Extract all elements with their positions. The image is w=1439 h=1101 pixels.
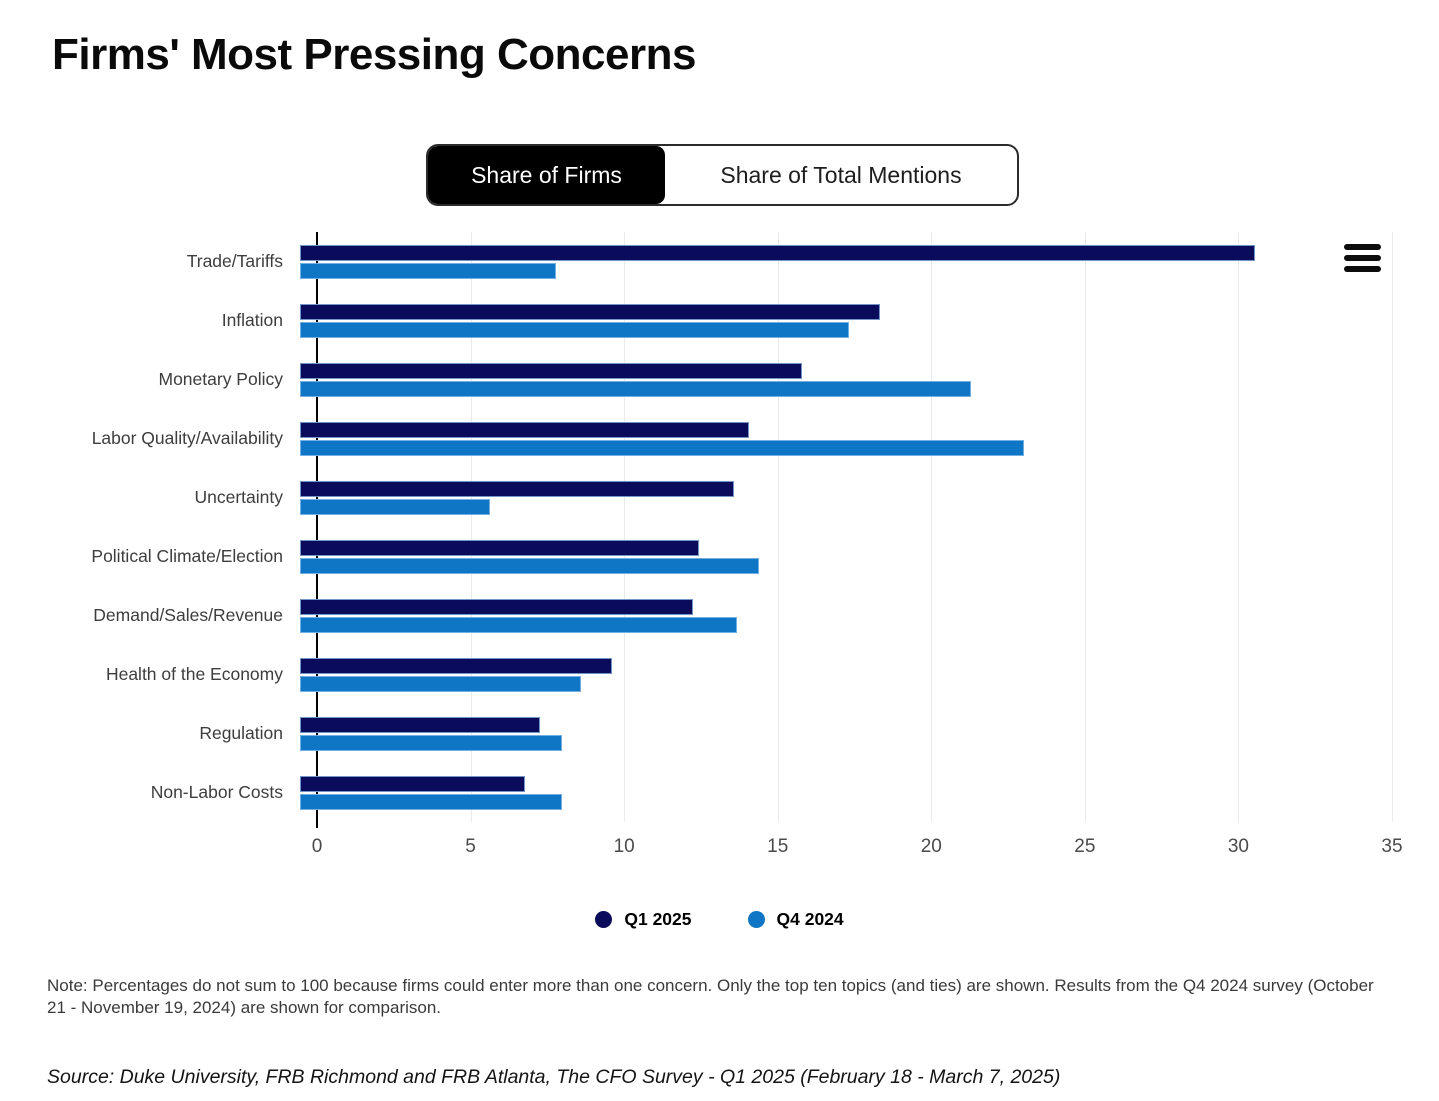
bar-q4-2024-monetary-policy: [300, 380, 971, 397]
chart-row-inflation: Inflation: [0, 291, 1439, 350]
bar-track: [300, 539, 1392, 574]
bar-q1-2025-political-climate-election: [300, 539, 700, 556]
grid-line-15: [777, 232, 779, 822]
chart-row-trade-tariffs: Trade/Tariffs: [0, 232, 1439, 291]
x-tick-label-20: 20: [920, 836, 942, 857]
bar-track: [300, 598, 1392, 633]
bar-q4-2024-uncertainty: [300, 498, 491, 515]
category-label-monetary-policy: Monetary Policy: [158, 369, 284, 389]
bar-q4-2024-trade-tariffs: [300, 262, 556, 279]
legend-item-q1-2025: Q1 2025: [595, 908, 692, 930]
category-label-labor-quality-availability: Labor Quality/Availability: [91, 428, 283, 448]
bar-q1-2025-health-of-the-economy: [300, 657, 612, 674]
legend-item-q4-2024: Q4 2024: [747, 908, 844, 930]
bar-track: [300, 421, 1392, 456]
bar-track: [300, 362, 1392, 397]
x-tick-label-15: 15: [767, 836, 789, 857]
grid-line-35: [1392, 232, 1393, 822]
bar-q4-2024-labor-quality-availability: [300, 439, 1024, 456]
bar-q1-2025-regulation: [300, 716, 541, 733]
bar-q4-2024-regulation: [300, 734, 563, 751]
gridlines: [316, 232, 1393, 828]
bar-q4-2024-inflation: [300, 321, 850, 338]
x-tick-label-30: 30: [1227, 836, 1249, 857]
note-text: Note: Percentages do not sum to 100 beca…: [47, 976, 1374, 1018]
bar-q1-2025-demand-sales-revenue: [300, 598, 694, 615]
grid-line-5: [470, 232, 472, 822]
legend-dot-q1-2025: [595, 910, 613, 928]
bar-track: [300, 480, 1392, 515]
bar-track: [300, 303, 1392, 338]
bar-q1-2025-labor-quality-availability: [300, 421, 750, 438]
grid-line-25: [1084, 232, 1086, 822]
bar-track: [300, 244, 1392, 279]
grid-line-20: [931, 232, 933, 822]
toggle-share-of-total-mentions[interactable]: Share of Total Mentions: [665, 146, 1017, 204]
category-label-inflation: Inflation: [221, 310, 283, 330]
bar-q4-2024-health-of-the-economy: [300, 675, 581, 692]
bar-q1-2025-inflation: [300, 303, 881, 320]
bar-track: [300, 716, 1392, 751]
bar-q4-2024-demand-sales-revenue: [300, 616, 737, 633]
x-tick-label-5: 5: [465, 836, 476, 857]
chart-row-monetary-policy: Monetary Policy: [0, 350, 1439, 409]
x-tick-label-35: 35: [1381, 836, 1403, 857]
source-text: Source: Duke University, FRB Richmond an…: [47, 1066, 1061, 1088]
grid-line-30: [1238, 232, 1240, 822]
toggle-share-of-firms[interactable]: Share of Firms: [428, 146, 665, 204]
grid-line-10: [624, 232, 626, 822]
bar-q1-2025-monetary-policy: [300, 362, 803, 379]
page-title: Firms' Most Pressing Concerns: [52, 30, 696, 79]
bar-q4-2024-non-labor-costs: [300, 793, 563, 810]
category-label-health-of-the-economy: Health of the Economy: [105, 664, 283, 684]
category-label-regulation: Regulation: [199, 723, 283, 743]
category-label-trade-tariffs: Trade/Tariffs: [186, 251, 283, 271]
chart-row-political-climate-election: Political Climate/Election: [0, 527, 1439, 586]
y-axis-line: [316, 232, 318, 828]
category-label-political-climate-election: Political Climate/Election: [91, 546, 283, 566]
legend-label-q1-2025: Q1 2025: [624, 908, 692, 929]
category-label-non-labor-costs: Non-Labor Costs: [150, 782, 283, 802]
category-label-uncertainty: Uncertainty: [194, 487, 283, 507]
chart-row-non-labor-costs: Non-Labor Costs: [0, 763, 1439, 822]
legend-dot-q4-2024: [747, 910, 765, 928]
bar-track: [300, 775, 1392, 810]
bar-q1-2025-non-labor-costs: [300, 775, 525, 792]
category-label-demand-sales-revenue: Demand/Sales/Revenue: [93, 605, 283, 625]
x-tick-label-25: 25: [1074, 836, 1096, 857]
x-tick-label-10: 10: [613, 836, 635, 857]
bar-q1-2025-trade-tariffs: [300, 244, 1255, 261]
bar-track: [300, 657, 1392, 692]
bar-chart: Trade/Tariffs Inflation Monetary Policy Lab…: [0, 232, 1439, 828]
x-tick-label-0: 0: [311, 836, 323, 857]
chart-row-demand-sales-revenue: Demand/Sales/Revenue: [0, 586, 1439, 645]
legend-label-q4-2024: Q4 2024: [776, 908, 844, 929]
view-toggle: Share of Firms Share of Total Mentions: [426, 144, 1019, 206]
legend: Q1 2025 Q4 2024: [0, 906, 1439, 932]
bar-q1-2025-uncertainty: [300, 480, 734, 497]
x-axis: 0 5 10 15 20 25 30 35: [312, 836, 1403, 864]
chart-row-health-of-the-economy: Health of the Economy: [0, 645, 1439, 704]
hamburger-menu-icon[interactable]: [1344, 244, 1381, 272]
chart-row-regulation: Regulation: [0, 704, 1439, 763]
chart-row-labor-quality-availability: Labor Quality/Availability: [0, 409, 1439, 468]
chart-row-uncertainty: Uncertainty: [0, 468, 1439, 527]
bar-q4-2024-political-climate-election: [300, 557, 759, 574]
